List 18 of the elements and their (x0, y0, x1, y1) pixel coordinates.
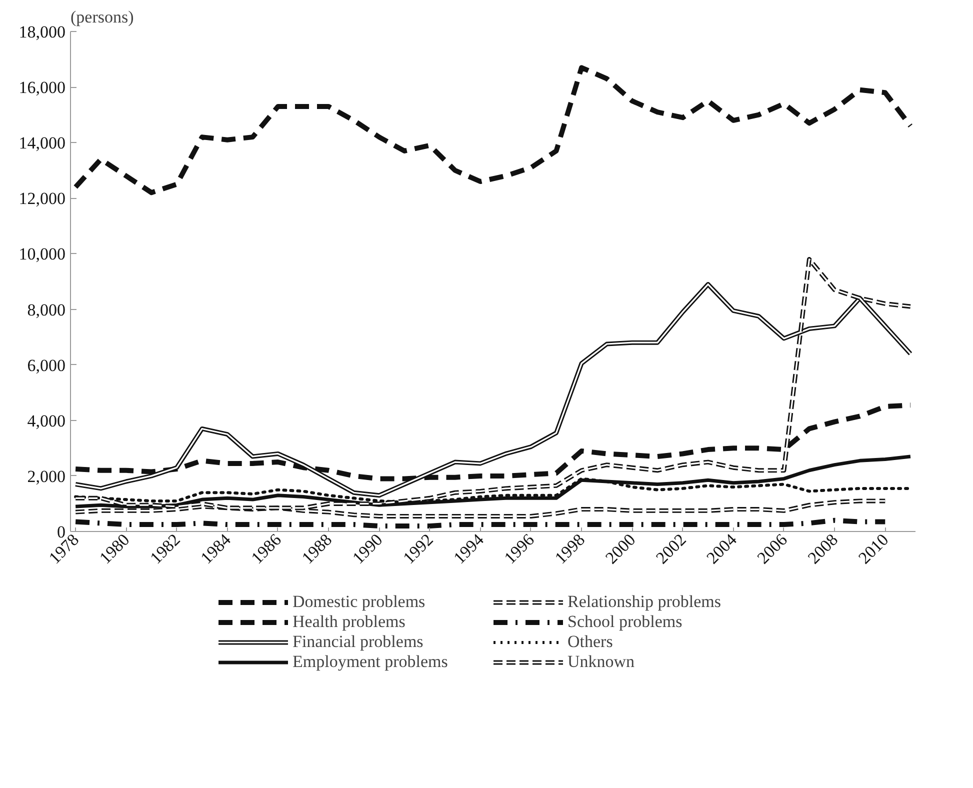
legend-label: School problems (568, 612, 684, 632)
y-tick-label: 6,000 (27, 356, 66, 375)
y-tick-label: 8,000 (27, 300, 66, 320)
legend-label: Employment problems (292, 652, 449, 672)
y-tick-label: 2,000 (27, 466, 66, 486)
y-tick-label: 10,000 (18, 244, 66, 264)
legend-label: Relationship problems (568, 592, 722, 612)
y-tick-label: 14,000 (18, 134, 66, 153)
legend-label: Domestic problems (292, 592, 426, 612)
y-tick-label: 18,000 (18, 22, 66, 42)
legend-label: Unknown (568, 652, 636, 672)
legend-label: Health problems (292, 612, 406, 632)
y-tick-label: 16,000 (18, 78, 66, 98)
legend-label: Financial problems (292, 632, 424, 652)
y-axis-title: (persons) (70, 8, 134, 26)
y-tick-label: 4,000 (27, 411, 66, 430)
y-tick-label: 12,000 (18, 189, 66, 208)
legend-label: Others (568, 632, 614, 652)
